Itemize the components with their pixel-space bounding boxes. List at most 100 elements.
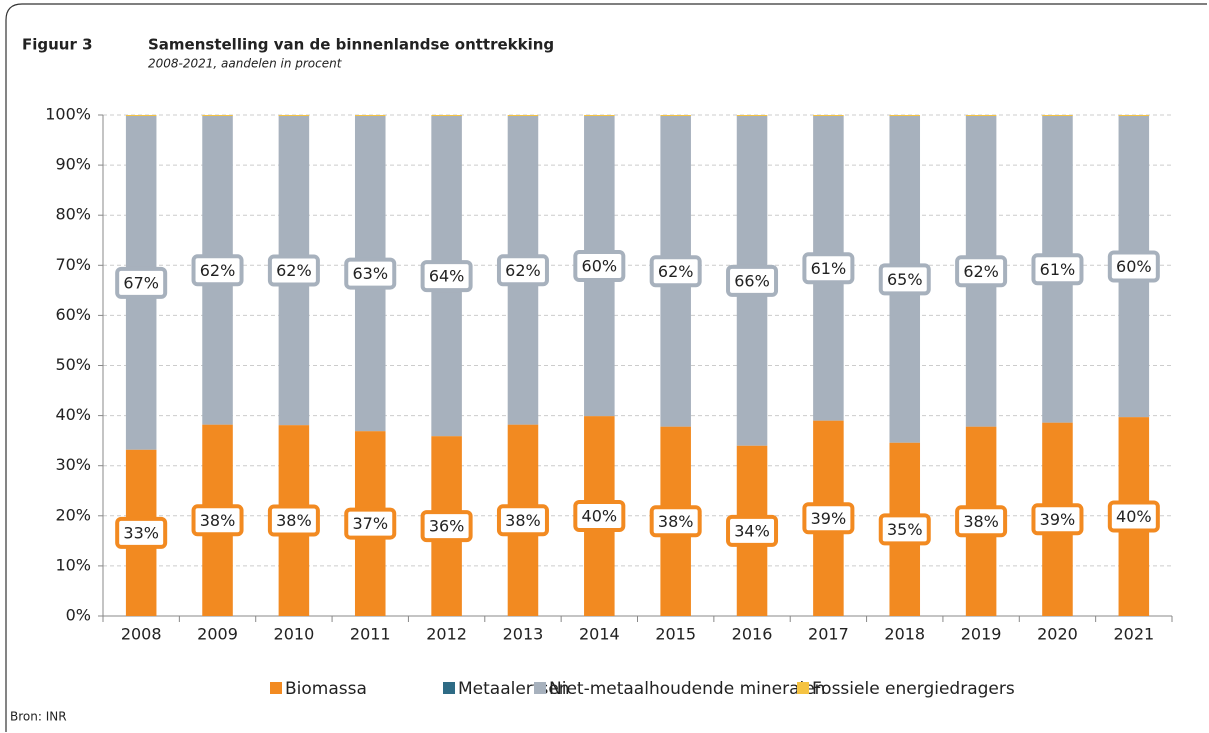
value-label-box [955,505,1008,538]
legend-label: Niet-metaalhoudende mineralen [549,679,825,699]
value-label: 62% [276,261,312,280]
chart-title: Samenstelling van de binnenlandse onttre… [148,36,554,54]
value-label-box [191,504,244,537]
value-label: 60% [1116,257,1152,276]
value-label: 65% [887,270,923,289]
legend-label: Fossiele energiedragers [812,679,1015,699]
value-label: 37% [352,514,388,533]
y-tick-label: 100% [45,105,91,124]
value-label: 61% [811,259,847,278]
x-tick-label: 2012 [426,625,467,644]
x-tick-label: 2013 [503,625,544,644]
value-label-box [955,255,1008,288]
value-label: 38% [658,512,694,531]
y-tick-label: 10% [55,555,91,574]
figure-label: Figuur 3 [22,36,93,54]
value-label: 40% [582,507,618,526]
bar-segment [354,115,386,117]
value-label-box [573,250,626,283]
value-label-box [420,260,473,293]
bar-segment [278,115,310,117]
value-label: 40% [1116,507,1152,526]
value-label-box [267,254,320,287]
value-label-box [344,257,397,290]
value-label: 38% [963,512,999,531]
bar-segment [736,115,768,117]
y-tick-label: 0% [66,606,91,625]
value-label: 39% [811,509,847,528]
x-tick-label: 2017 [808,625,849,644]
legend-label: Biomassa [285,679,367,699]
y-tick-label: 20% [55,505,91,524]
value-label: 62% [658,262,694,281]
x-tick-label: 2008 [121,625,162,644]
source: Bron: INR [10,710,67,724]
bar-segment [1118,115,1150,117]
chart-subtitle: 2008-2021, aandelen in procent [148,57,343,71]
value-label: 39% [1040,510,1076,529]
legend-swatch [797,682,809,694]
value-label-box [1107,500,1160,533]
value-label: 67% [123,273,159,292]
bar-segment [507,115,539,117]
y-tick-label: 40% [55,405,91,424]
value-label-box [649,255,702,288]
value-label: 36% [429,517,465,536]
y-tick-label: 80% [55,205,91,224]
x-tick-label: 2011 [350,625,391,644]
x-tick-label: 2015 [655,625,696,644]
value-label-box [191,254,244,287]
value-label: 62% [200,261,236,280]
value-label-box [115,516,168,549]
x-tick-label: 2014 [579,625,620,644]
y-tick-label: 60% [55,305,91,324]
x-tick-label: 2021 [1113,625,1154,644]
bar-segment [202,115,233,117]
x-tick-label: 2019 [961,625,1002,644]
value-label-box [802,252,855,285]
legend-swatch [270,682,282,694]
x-tick-label: 2016 [732,625,773,644]
value-label-box [115,266,168,299]
bar-segment [125,115,157,117]
x-tick-label: 2020 [1037,625,1078,644]
value-label-box [649,505,702,538]
y-tick-label: 50% [55,355,91,374]
frame [5,3,1207,732]
bar-segment [889,115,921,117]
x-tick-label: 2009 [197,625,238,644]
value-label: 35% [887,520,923,539]
bar-segment [965,115,997,117]
y-tick-label: 90% [55,155,91,174]
value-label: 34% [734,521,770,540]
value-label-box [496,504,549,537]
value-label-box [1107,250,1160,283]
bar-segment [431,115,462,117]
x-tick-label: 2010 [274,625,315,644]
bar-segment [1042,115,1073,117]
value-label-box [420,510,473,543]
value-label-box [267,504,320,537]
value-label-box [878,263,931,296]
legend-swatch [443,682,455,694]
value-label-box [878,513,931,546]
value-label-box [573,500,626,533]
value-label: 62% [505,261,541,280]
value-label-box [726,264,779,297]
value-label: 38% [200,511,236,530]
value-label-box [802,502,855,535]
x-tick-label: 2018 [884,625,925,644]
value-label: 61% [1040,260,1076,279]
value-label: 60% [582,257,618,276]
value-label-box [1031,253,1084,286]
legend-swatch [534,682,546,694]
value-label: 38% [505,511,541,530]
value-label-box [726,514,779,547]
value-label: 66% [734,271,770,290]
bar-segment [584,115,615,117]
value-label: 62% [963,262,999,281]
value-label: 63% [352,264,388,283]
value-label-box [344,507,397,540]
value-label-box [496,254,549,287]
